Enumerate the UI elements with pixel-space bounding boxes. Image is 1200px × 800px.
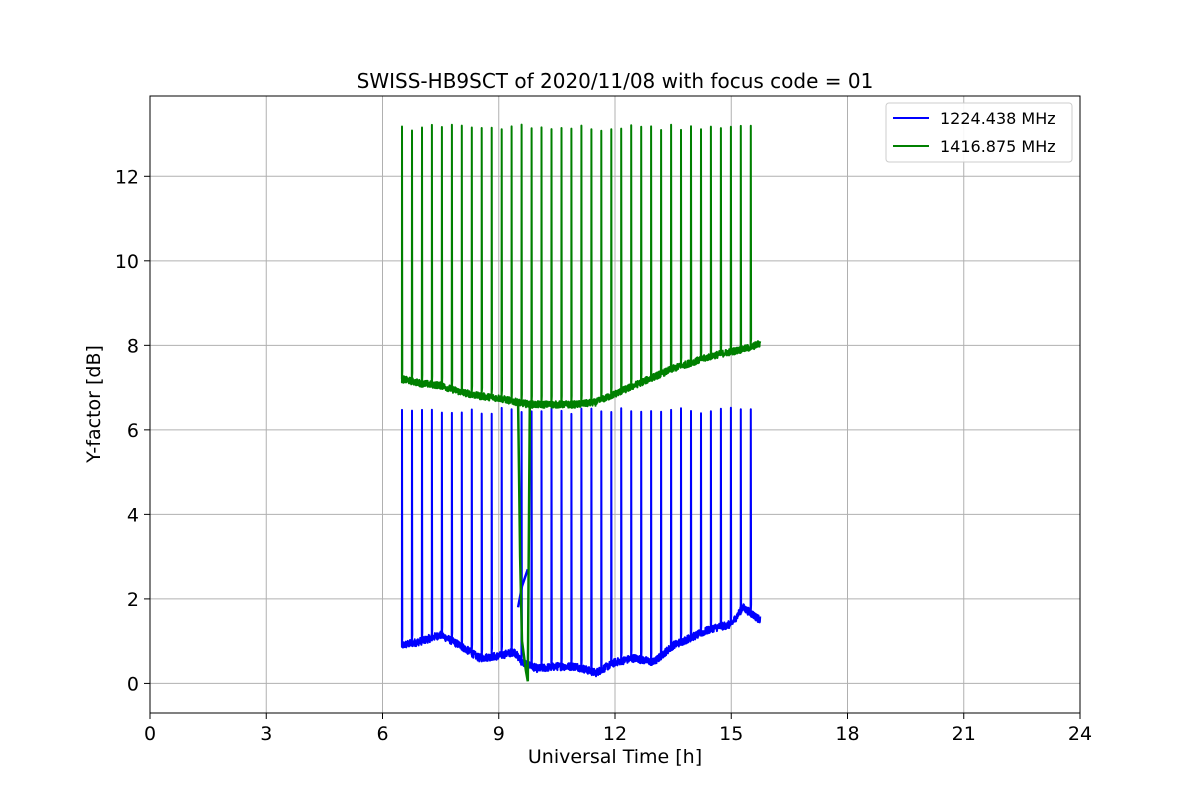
x-axis-label: Universal Time [h] xyxy=(528,746,702,768)
x-axis-ticks: 0 3 6 9 12 15 18 21 24 xyxy=(144,713,1092,745)
y-tick-label: 12 xyxy=(115,166,139,188)
y-tick-label: 8 xyxy=(127,335,139,357)
y-axis-ticks: 0 2 4 6 8 10 12 xyxy=(115,166,150,695)
legend-box xyxy=(885,102,1073,163)
plot-area xyxy=(400,123,762,682)
legend-label-series-2: 1416.875 MHz xyxy=(940,137,1056,156)
y-tick-label: 4 xyxy=(127,504,139,526)
x-tick-label: 12 xyxy=(603,723,627,745)
legend-label-series-1: 1224.438 MHz xyxy=(940,109,1056,128)
series-line-1 xyxy=(400,406,762,678)
legend: 1224.438 MHz 1416.875 MHz xyxy=(885,102,1073,163)
grid-lines xyxy=(149,96,1081,713)
series-segment-2 xyxy=(516,402,532,682)
x-tick-label: 6 xyxy=(376,723,388,745)
x-tick-label: 18 xyxy=(835,723,859,745)
x-tick-label: 9 xyxy=(493,723,505,745)
x-tick-label: 3 xyxy=(260,723,272,745)
x-tick-label: 21 xyxy=(952,723,976,745)
y-tick-label: 0 xyxy=(127,673,139,695)
y-tick-label: 6 xyxy=(127,420,139,442)
x-tick-label: 24 xyxy=(1068,723,1092,745)
x-tick-label: 15 xyxy=(719,723,743,745)
y-tick-label: 2 xyxy=(127,589,139,611)
y-axis-label: Y-factor [dB] xyxy=(83,345,105,464)
y-tick-label: 10 xyxy=(115,251,139,273)
chart-title: SWISS-HB9SCT of 2020/11/08 with focus co… xyxy=(357,69,874,93)
x-tick-label: 0 xyxy=(144,723,156,745)
series-line-2 xyxy=(400,123,762,409)
